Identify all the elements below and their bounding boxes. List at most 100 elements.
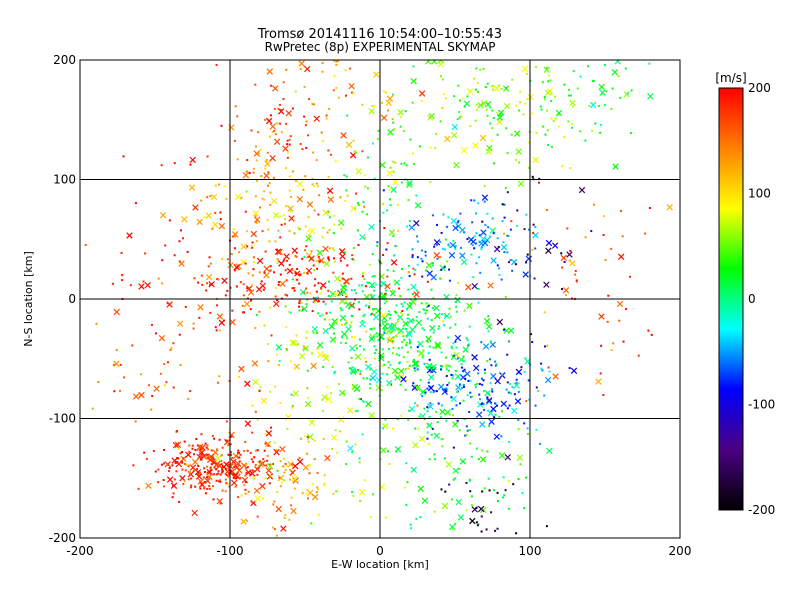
data-point	[518, 161, 521, 164]
data-point-x	[228, 124, 235, 131]
data-point	[295, 334, 298, 337]
data-point	[481, 220, 484, 223]
data-point-x	[264, 440, 272, 448]
data-point-x	[266, 462, 274, 470]
data-point	[264, 250, 267, 253]
data-point	[252, 256, 255, 259]
data-point	[214, 184, 217, 187]
data-point-x	[493, 85, 500, 92]
data-point	[401, 346, 404, 349]
data-point	[168, 466, 171, 469]
data-point	[304, 249, 307, 252]
data-point	[526, 427, 529, 430]
data-point	[118, 389, 121, 392]
data-point-x	[598, 313, 605, 320]
data-point	[444, 388, 447, 391]
data-point	[253, 456, 256, 459]
data-point-x	[185, 451, 192, 458]
data-point-x	[232, 452, 240, 460]
data-point	[494, 364, 497, 367]
data-point	[286, 427, 289, 430]
data-point	[369, 368, 372, 371]
data-point	[388, 462, 391, 465]
data-point	[305, 120, 308, 123]
data-point-x	[479, 134, 487, 142]
data-point	[270, 84, 273, 87]
data-point	[262, 458, 265, 461]
data-point-x	[205, 212, 212, 219]
data-point-x	[380, 114, 388, 122]
data-point	[308, 98, 311, 101]
data-point-x	[525, 255, 533, 262]
data-point	[428, 358, 431, 361]
data-point	[448, 268, 451, 271]
data-point	[182, 237, 185, 240]
data-point-x	[252, 210, 260, 217]
data-point	[591, 80, 594, 83]
data-point	[363, 479, 366, 482]
data-point	[327, 211, 330, 214]
data-point	[473, 199, 476, 202]
data-point	[431, 214, 434, 217]
data-point	[358, 308, 361, 311]
data-point	[428, 458, 431, 461]
data-point	[249, 452, 252, 455]
data-point	[380, 333, 383, 336]
data-point	[327, 257, 330, 260]
data-point-x	[166, 476, 174, 483]
data-point	[251, 431, 254, 434]
data-point	[535, 131, 538, 134]
data-point-x	[515, 148, 523, 155]
data-point	[398, 361, 401, 364]
data-point-x	[207, 453, 215, 460]
data-point	[370, 293, 373, 296]
data-point	[439, 277, 442, 280]
data-point	[255, 240, 258, 243]
data-point	[377, 129, 380, 132]
data-point-x	[406, 303, 413, 310]
data-point	[397, 203, 400, 206]
data-point	[515, 383, 518, 386]
data-point	[350, 321, 353, 324]
data-point	[344, 323, 347, 326]
data-point	[178, 260, 181, 263]
data-point	[263, 324, 266, 327]
data-point-x	[479, 456, 487, 463]
data-point	[224, 294, 227, 297]
data-point-x	[410, 283, 417, 291]
data-point	[532, 223, 535, 226]
data-point	[294, 254, 297, 257]
data-point	[408, 219, 411, 222]
data-point	[492, 162, 495, 165]
data-point	[447, 216, 450, 219]
data-point	[351, 491, 354, 494]
data-point	[452, 355, 455, 358]
data-point	[244, 210, 247, 213]
data-point	[303, 345, 306, 348]
data-point	[410, 527, 413, 530]
data-point	[256, 515, 259, 518]
data-point-x	[257, 460, 264, 468]
data-point	[238, 251, 241, 254]
data-point	[440, 231, 443, 234]
data-point	[472, 276, 475, 279]
data-point	[441, 365, 444, 368]
data-point	[328, 318, 331, 321]
data-point-x	[329, 336, 337, 343]
data-point	[386, 209, 389, 212]
data-point	[322, 139, 325, 142]
data-point	[221, 446, 224, 449]
x-axis-label: E-W location [km]	[331, 558, 429, 571]
data-point	[211, 227, 214, 230]
data-point	[474, 119, 477, 122]
data-point	[187, 397, 190, 400]
data-point	[332, 232, 335, 235]
data-point	[351, 451, 354, 454]
data-point	[274, 133, 277, 136]
data-point-x	[308, 419, 315, 426]
x-tick-label: -200	[66, 544, 93, 558]
data-point	[302, 348, 305, 351]
data-point	[446, 260, 449, 263]
data-point-x	[278, 260, 285, 267]
data-point	[367, 281, 370, 284]
